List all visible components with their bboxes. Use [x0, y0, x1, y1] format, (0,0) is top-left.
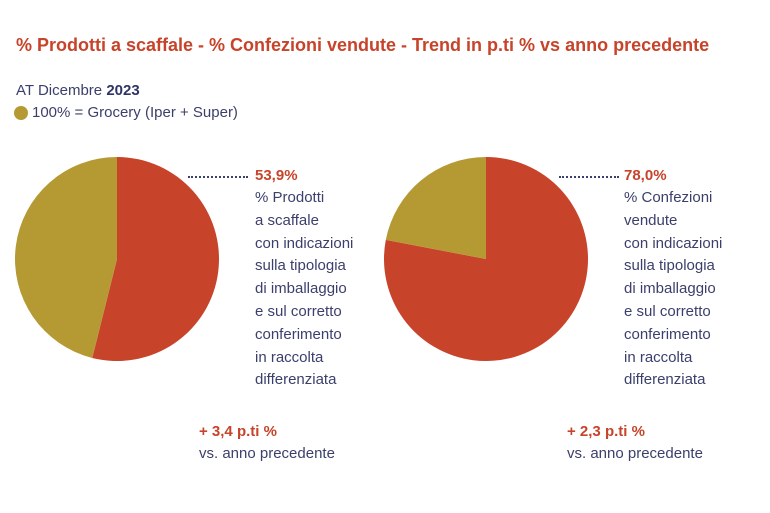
legend: 100% = Grocery (Iper + Super) [14, 104, 238, 121]
pie-chart-prodotti [15, 157, 219, 361]
description-line: conferimento [255, 325, 342, 343]
trend-label: vs. anno precedente [567, 445, 703, 462]
description-line: differenziata [624, 371, 706, 389]
description-line: % Prodotti [255, 189, 325, 206]
description-line: % Confezioni [624, 189, 713, 206]
description-line: e sul corretto [255, 302, 342, 320]
slice-description: % Confezioni vendute con indicazioni sulla … [624, 187, 744, 392]
description-line: sulla tipologia [255, 257, 346, 275]
description-line: con indicazioni [624, 234, 723, 252]
subtitle-year: 2023 [106, 82, 140, 99]
value-label: 78,0% [624, 167, 667, 184]
description-line: di imballaggio [624, 280, 716, 298]
subtitle: AT Dicembre 2023 [16, 82, 140, 99]
value-label: 53,9% [255, 167, 298, 184]
legend-label: 100% = Grocery (Iper + Super) [32, 104, 238, 121]
description-line: vendute [624, 211, 678, 229]
pie-chart-confezioni [384, 157, 588, 361]
description-line: in raccolta [255, 348, 324, 366]
description-line: in raccolta [624, 348, 693, 366]
pie-slice-base [385, 157, 486, 259]
description-line: con indicazioni [255, 234, 354, 252]
legend-swatch [14, 105, 28, 120]
leader-line [188, 176, 248, 178]
description-line: conferimento [624, 325, 711, 343]
slice-description: % Prodotti a scaffale con indicazioni sulla… [255, 187, 375, 392]
subtitle-prefix: AT Dicembre [16, 82, 103, 99]
leader-line [559, 176, 619, 178]
pie-slice-base [15, 157, 118, 358]
description-line: differenziata [255, 371, 337, 389]
description-line: sulla tipologia [624, 257, 715, 275]
description-line: di imballaggio [255, 280, 347, 298]
pie-slice-highlight [92, 157, 219, 361]
chart-title: % Prodotti a scaffale - % Confezioni ven… [16, 35, 710, 55]
trend-label: vs. anno precedente [199, 445, 335, 462]
trend-value: + 3,4 p.ti % [199, 423, 277, 440]
description-line: e sul corretto [624, 302, 711, 320]
description-line: a scaffale [255, 211, 319, 229]
trend-value: + 2,3 p.ti % [567, 423, 645, 440]
